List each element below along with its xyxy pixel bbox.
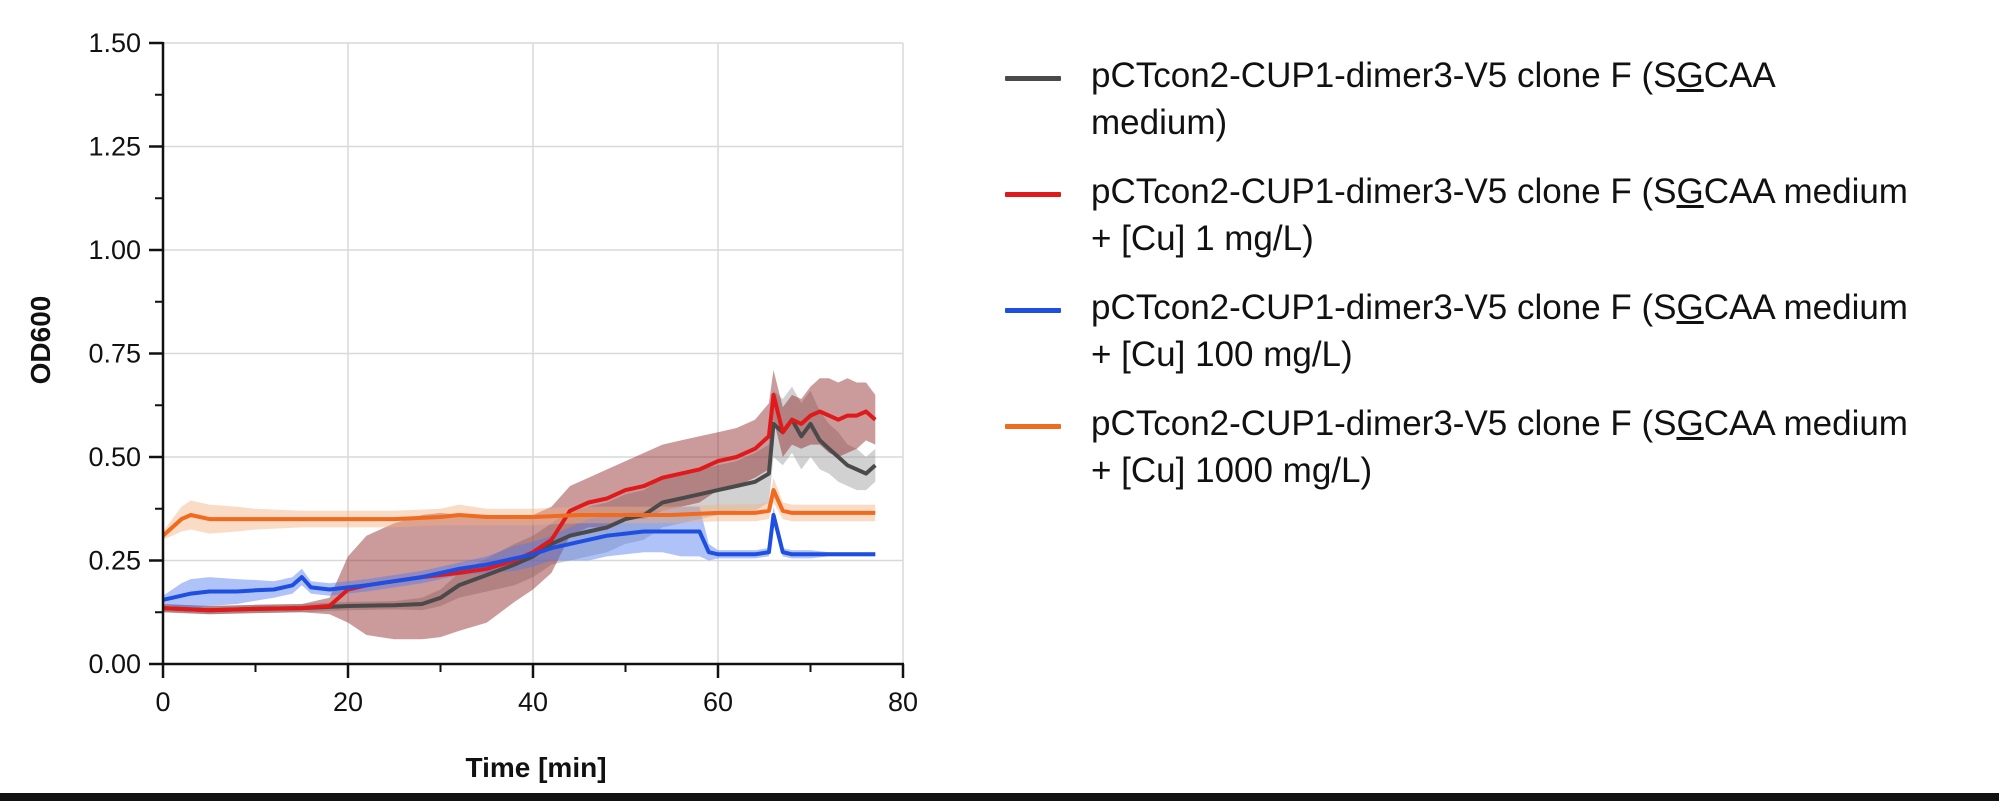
legend-swatch	[1005, 424, 1061, 429]
x-tick-label: 40	[518, 687, 548, 717]
legend-item: pCTcon2-CUP1-dimer3-V5 clone F (SGCAA me…	[1005, 284, 1965, 378]
x-tick-label: 80	[888, 687, 918, 717]
legend-item: pCTcon2-CUP1-dimer3-V5 clone F (SGCAA me…	[1005, 168, 1965, 262]
x-tick-label: 0	[155, 687, 170, 717]
series-line	[161, 488, 876, 538]
y-tick-label: 1.50	[88, 28, 141, 58]
legend-swatch	[1005, 76, 1061, 81]
series-line	[162, 417, 877, 613]
legend-swatch	[1005, 308, 1061, 313]
legend-label: pCTcon2-CUP1-dimer3-V5 clone F (SGCAA me…	[1091, 56, 1774, 142]
legend-swatch	[1005, 192, 1061, 197]
x-axis-title: Time [min]	[465, 752, 606, 783]
legend-item: pCTcon2-CUP1-dimer3-V5 clone F (SGCAA me…	[1005, 400, 1965, 494]
y-tick-label: 0.00	[88, 649, 141, 679]
y-tick-label: 0.75	[88, 339, 141, 369]
y-tick-label: 1.00	[88, 235, 141, 265]
y-tick-label: 0.25	[88, 546, 141, 576]
legend-label: pCTcon2-CUP1-dimer3-V5 clone F (SGCAA me…	[1091, 404, 1908, 490]
x-tick-label: 60	[703, 687, 733, 717]
series-lines	[161, 392, 877, 613]
bottom-border	[0, 793, 1999, 801]
y-axis-title: OD600	[25, 296, 56, 385]
series-error-band	[163, 370, 876, 640]
x-tick-label: 20	[333, 687, 363, 717]
legend-label: pCTcon2-CUP1-dimer3-V5 clone F (SGCAA me…	[1091, 288, 1908, 374]
series-error-band	[163, 477, 876, 540]
legend-item: pCTcon2-CUP1-dimer3-V5 clone F (SGCAA me…	[1005, 52, 1965, 146]
series-error-band	[163, 386, 876, 615]
axes: 0.00 0.25 0.50 0.75 1.00 1.25 1.50 0 20 40 60 80	[88, 28, 918, 717]
legend-label: pCTcon2-CUP1-dimer3-V5 clone F (SGCAA me…	[1091, 172, 1908, 258]
legend: pCTcon2-CUP1-dimer3-V5 clone F (SGCAA me…	[1005, 52, 1965, 516]
y-tick-label: 1.25	[88, 132, 141, 162]
y-tick-label: 0.50	[88, 442, 141, 472]
series-line	[162, 513, 876, 602]
